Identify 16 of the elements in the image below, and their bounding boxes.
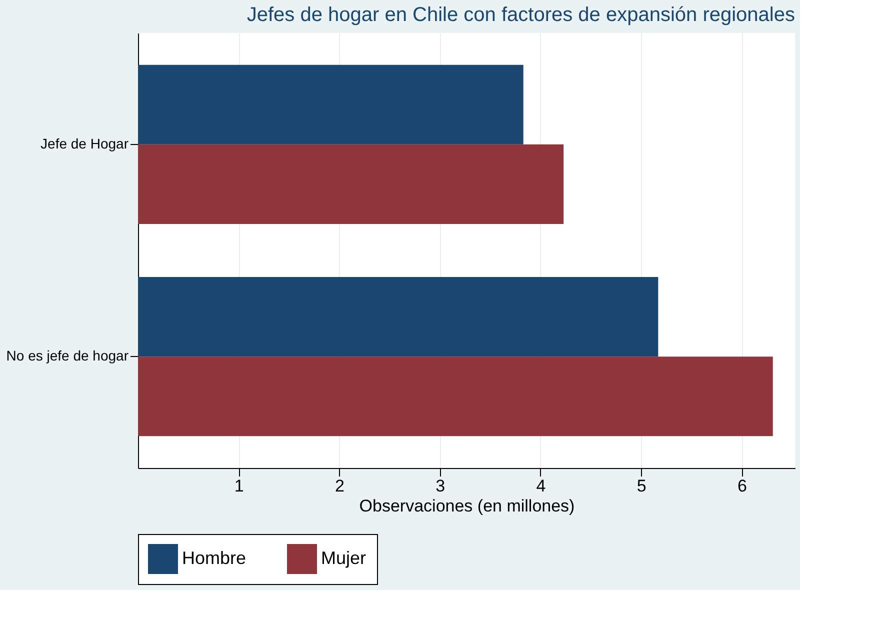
x-tick-label: 3 (436, 476, 446, 496)
legend-label: Mujer (321, 548, 366, 568)
x-tick-label: 2 (334, 476, 344, 496)
x-tick-label: 5 (636, 476, 646, 496)
x-tick-label: 6 (737, 476, 747, 496)
y-tick-label: No es jefe de hogar (6, 348, 129, 364)
bar (138, 277, 658, 357)
bar (138, 144, 564, 224)
legend-label: Hombre (182, 548, 246, 568)
y-tick-label: Jefe de Hogar (40, 135, 129, 152)
bar (138, 64, 524, 144)
x-tick-label: 4 (536, 476, 546, 496)
x-tick-label: 1 (234, 476, 244, 496)
bar (138, 356, 773, 436)
chart-title: Jefes de hogar en Chile con factores de expansión regionales (246, 4, 795, 26)
x-axis-title: Observaciones (en millones) (359, 496, 575, 516)
